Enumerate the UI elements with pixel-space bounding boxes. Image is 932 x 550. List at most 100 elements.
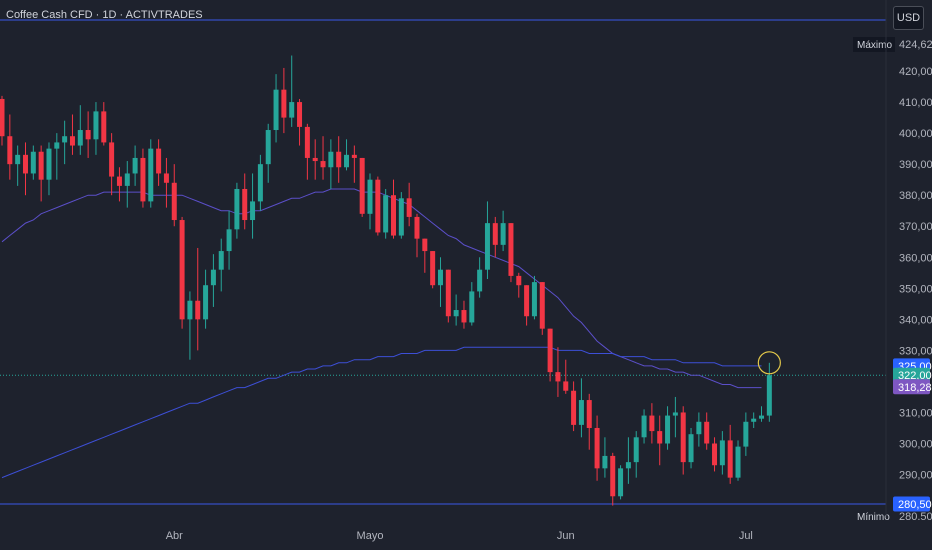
candle — [508, 223, 514, 283]
y-tick-label: 410,00 — [899, 97, 932, 109]
price-badge-label: 280,50 — [898, 499, 932, 511]
candle-body — [657, 431, 663, 444]
candle — [618, 465, 624, 500]
candle — [38, 145, 44, 202]
candle — [727, 424, 733, 484]
candle-body — [555, 372, 561, 382]
candle-body — [54, 142, 60, 149]
candle — [203, 269, 209, 329]
candle — [625, 437, 631, 484]
candle — [516, 272, 522, 298]
candle-body — [508, 223, 514, 276]
candle — [672, 396, 678, 438]
candle-body — [391, 195, 396, 236]
candle — [336, 136, 342, 183]
candle — [226, 210, 232, 270]
candle-body — [297, 102, 303, 127]
candle-body — [15, 154, 21, 165]
candle — [250, 173, 256, 239]
candle-body — [406, 198, 412, 217]
candle — [273, 74, 279, 143]
candle-body — [116, 176, 122, 186]
price-badge: 322,00 — [893, 367, 932, 383]
candle-body — [124, 173, 130, 186]
candle — [179, 216, 185, 329]
candle — [210, 254, 216, 307]
candle — [93, 102, 99, 155]
candle — [751, 412, 757, 428]
price-badge-bg — [893, 367, 930, 383]
candle — [524, 285, 530, 326]
candle — [304, 123, 310, 180]
candle-body — [77, 130, 83, 146]
min-value-text: 280.50 — [899, 511, 932, 523]
candle — [187, 291, 193, 360]
price-axis[interactable]: 420,00 410,00 400,00 390,00 380,00 370,00 360,… — [899, 66, 932, 482]
candle-body — [320, 161, 326, 168]
candle-body — [156, 148, 162, 174]
candle-body — [461, 310, 467, 323]
moving-average-fast — [1, 188, 762, 389]
candle — [555, 347, 561, 397]
candle — [297, 98, 303, 146]
candle-body — [375, 179, 381, 233]
candle — [539, 282, 545, 335]
candle-body — [62, 136, 68, 143]
candle-body — [759, 415, 765, 419]
candle — [281, 67, 287, 134]
candle-body — [46, 148, 52, 180]
candle-body — [743, 421, 749, 447]
y-tick-label: 400,00 — [899, 128, 932, 140]
candle — [22, 142, 28, 196]
x-tick-label: Jun — [557, 530, 575, 542]
candle — [453, 294, 459, 326]
candle-body — [531, 282, 537, 317]
candle — [101, 102, 107, 146]
min-label: Mínimo 280.50 — [857, 511, 932, 523]
candle — [312, 139, 318, 180]
y-tick-label: 380,00 — [899, 190, 932, 202]
candle — [77, 105, 83, 155]
candle — [15, 145, 21, 186]
candle — [140, 148, 146, 208]
candle — [234, 182, 240, 239]
candle-body — [398, 198, 404, 236]
candle — [116, 167, 122, 202]
candle-body — [727, 440, 733, 478]
candle-body — [712, 443, 718, 466]
max-label-bg — [853, 37, 895, 52]
candle — [414, 213, 420, 258]
candle-body — [0, 98, 5, 137]
y-tick-label: 360,00 — [899, 252, 932, 264]
candle — [696, 412, 702, 447]
price-badge: 318,28 — [893, 379, 932, 395]
candle-body — [328, 151, 334, 168]
candle-body — [633, 437, 639, 463]
candle-body — [672, 412, 678, 416]
candle-body — [665, 415, 671, 444]
candle-body — [586, 400, 592, 428]
candle — [69, 114, 75, 155]
candle-body — [218, 251, 224, 270]
candle-body — [179, 220, 185, 320]
candle — [375, 176, 381, 236]
y-tick-label: 310,00 — [899, 407, 932, 419]
candle — [85, 111, 91, 158]
x-tick-label: May​o — [357, 530, 384, 542]
y-tick-label: 340,00 — [899, 314, 932, 326]
level-labels: Máximo 424,62 Mínimo 280.50 — [853, 37, 932, 523]
candle — [492, 216, 498, 258]
candle — [328, 139, 334, 189]
max-value-text: 424,62 — [899, 39, 932, 51]
currency-button[interactable]: USD — [893, 6, 924, 30]
candle-body — [688, 434, 694, 463]
candle-body — [618, 468, 624, 497]
y-tick-label: 300,00 — [899, 439, 932, 451]
candle-body — [69, 136, 75, 146]
candle-body — [437, 269, 443, 286]
candle — [171, 164, 177, 227]
candle — [704, 412, 710, 450]
candle-body — [38, 151, 44, 180]
